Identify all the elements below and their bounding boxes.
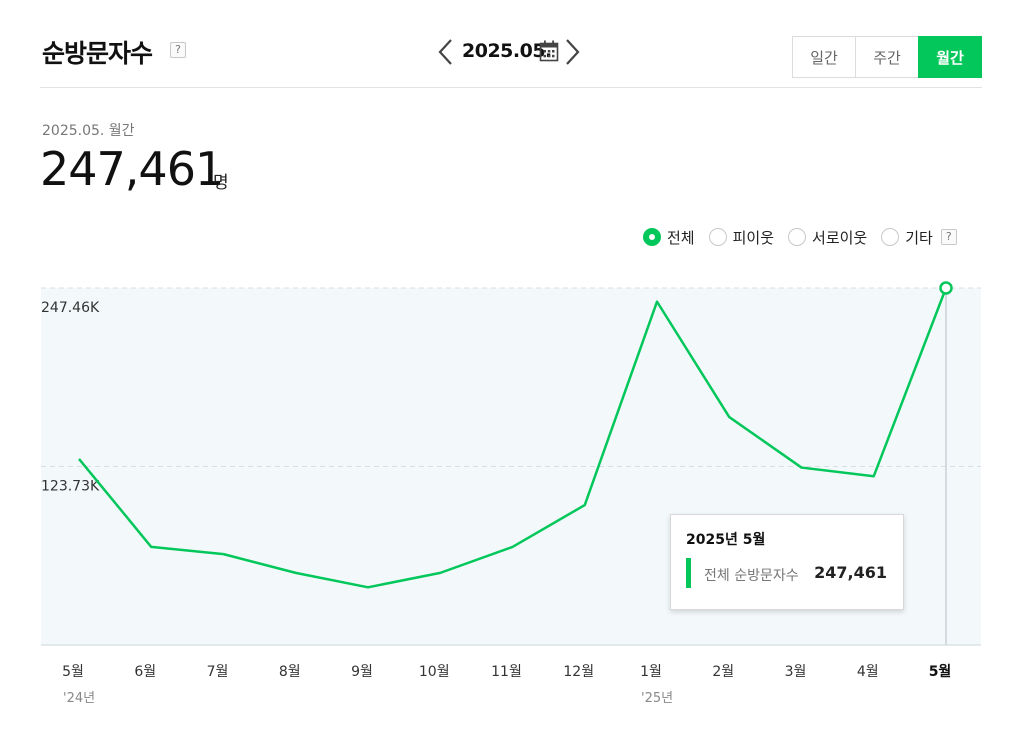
filter-all[interactable]: 전체 (643, 227, 695, 248)
y-tick-label: 123.73K (41, 479, 100, 495)
x-tick-label: 1월 (640, 664, 662, 680)
filter-all-label: 전체 (667, 228, 695, 247)
x-tick-label: 10월 (419, 664, 450, 680)
series-line (78, 287, 948, 589)
page-header: 순방문자수 ? 2025.05. 일간 주간 월간 (40, 0, 982, 88)
visitor-filter: 전체 피이웃 서로이웃 기타 ? (643, 226, 957, 248)
radio-neighbor[interactable] (708, 228, 727, 246)
current-date: 2025.05. (462, 40, 552, 62)
chart-tooltip: 2025년 5월 전체 순방문자수 247,461 (670, 514, 904, 610)
period-tabs: 일간 주간 월간 (792, 36, 982, 78)
help-icon[interactable]: ? (170, 42, 186, 58)
filter-mutual-neighbor-label: 서로이웃 (812, 228, 868, 247)
tooltip-value: 247,461 (814, 563, 887, 582)
filter-other[interactable]: 기타 (881, 227, 933, 248)
x-tick-label: 7월 (207, 664, 229, 680)
filter-mutual-neighbor[interactable]: 서로이웃 (788, 227, 867, 248)
page-title: 순방문자수 (42, 39, 153, 68)
calendar-icon[interactable] (539, 40, 559, 62)
x-tick-label: 3월 (785, 664, 807, 680)
summary-value: 247,461 (40, 142, 224, 196)
summary-period-label: 2025.05. 월간 (42, 123, 135, 139)
summary-unit: 명 (213, 173, 229, 193)
year-label: '24년 (63, 691, 95, 706)
x-tick-label: 5월 (929, 663, 952, 680)
tab-weekly[interactable]: 주간 (855, 36, 919, 78)
filter-help-icon[interactable]: ? (940, 229, 957, 245)
filter-neighbor[interactable]: 피이웃 (708, 227, 775, 248)
x-tick-label: 2월 (712, 664, 734, 680)
x-tick-label: 8월 (279, 664, 301, 680)
radio-all[interactable] (643, 228, 661, 246)
date-navigator: 2025.05. (436, 34, 596, 70)
x-tick-label: 11월 (491, 664, 522, 680)
x-tick-label: 5월 (62, 664, 84, 680)
tooltip-title: 2025년 5월 (686, 532, 766, 548)
tab-monthly[interactable]: 월간 (918, 36, 982, 78)
year-label: '25년 (641, 691, 673, 706)
tooltip-series-swatch (686, 558, 691, 588)
radio-mutual-neighbor[interactable] (788, 228, 807, 246)
radio-other[interactable] (881, 228, 900, 246)
filter-neighbor-label: 피이웃 (732, 228, 775, 247)
chevron-left-icon[interactable] (436, 38, 456, 66)
x-tick-label: 4월 (857, 664, 879, 680)
x-tick-label: 12월 (563, 664, 594, 680)
x-tick-label: 6월 (134, 664, 156, 680)
filter-other-label: 기타 (905, 228, 933, 247)
tooltip-series-name: 전체 순방문자수 (704, 568, 799, 584)
highlight-point (939, 281, 953, 295)
x-tick-label: 9월 (351, 664, 373, 680)
y-tick-label: 247.46K (41, 300, 100, 316)
chevron-right-icon[interactable] (562, 38, 582, 66)
